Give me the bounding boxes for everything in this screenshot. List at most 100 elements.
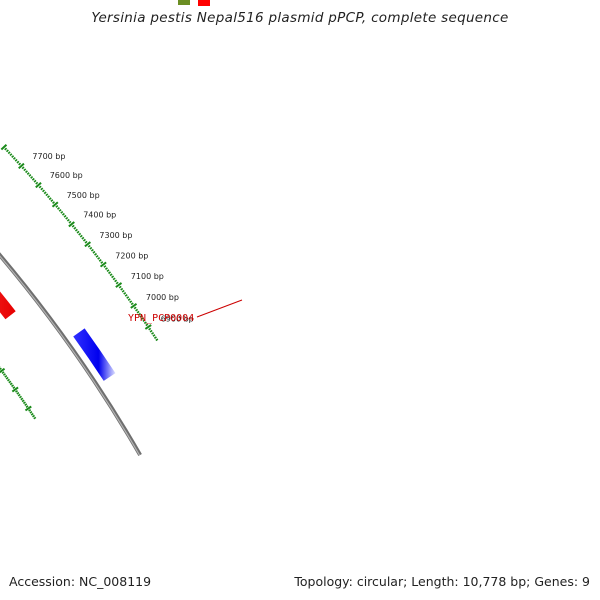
minor-tick: [98, 259, 102, 262]
tick-label: 7700 bp: [32, 152, 65, 161]
minor-tick: [155, 338, 159, 342]
inner-minor-tick: [24, 403, 28, 407]
inner-minor-tick: [4, 374, 8, 378]
minor-tick: [143, 321, 147, 325]
major-tick: [144, 324, 152, 330]
minor-tick: [79, 234, 83, 238]
major-tick: [18, 162, 25, 170]
minor-tick: [38, 185, 42, 189]
minor-tick: [55, 205, 59, 208]
inner-minor-tick: [25, 405, 29, 408]
minor-tick: [57, 207, 60, 210]
minor-tick: [14, 158, 18, 162]
major-tick: [51, 201, 59, 208]
minor-tick: [81, 236, 85, 240]
inner-minor-tick: [33, 416, 37, 420]
major-tick: [0, 144, 8, 151]
inner-minor-tick: [17, 393, 21, 397]
minor-tick: [120, 287, 124, 291]
tick-label: 7400 bp: [83, 211, 116, 220]
minor-tick: [68, 220, 72, 224]
minor-tick: [26, 172, 30, 175]
minor-tick: [100, 261, 104, 264]
minor-tick: [103, 265, 107, 268]
tick-label: 7000 bp: [146, 293, 179, 302]
tick-label: 7200 bp: [115, 251, 148, 260]
inner-minor-tick: [30, 412, 34, 416]
inner-minor-tick: [7, 378, 10, 382]
minor-tick: [28, 174, 32, 177]
minor-tick: [82, 238, 86, 242]
minor-tick: [33, 179, 37, 183]
minor-tick: [50, 199, 54, 203]
inner-major-tick: [0, 367, 6, 374]
minor-tick: [31, 177, 35, 181]
minor-tick: [112, 277, 116, 281]
minor-tick: [152, 334, 156, 337]
minor-tick: [127, 298, 131, 301]
minor-tick: [71, 224, 75, 228]
minor-tick: [73, 226, 77, 230]
minor-tick: [58, 208, 62, 212]
tick-label: 7100 bp: [131, 272, 164, 281]
gene-arrow-ypn-pcp0004: [0, 291, 16, 320]
inner-major-tick: [11, 386, 19, 393]
minor-tick: [145, 323, 149, 327]
major-tick: [68, 221, 75, 228]
minor-tick: [138, 312, 142, 316]
major-tick: [84, 241, 92, 248]
minor-tick: [139, 315, 143, 318]
minor-tick: [45, 193, 49, 197]
minor-tick: [65, 216, 69, 220]
minor-tick: [97, 256, 101, 260]
gene-label-ypn-pcp0004: YPN_PCP0004: [128, 313, 194, 324]
minor-tick: [148, 327, 152, 331]
minor-tick: [94, 252, 98, 256]
gene-label-leader: [196, 299, 243, 318]
inner-minor-tick: [1, 371, 5, 375]
minor-tick: [76, 230, 80, 234]
minor-tick: [135, 308, 139, 312]
minor-tick: [84, 240, 88, 244]
tick-label: 7300 bp: [99, 231, 132, 240]
minor-tick: [35, 181, 39, 185]
minor-tick: [30, 175, 34, 179]
minor-tick: [126, 296, 130, 299]
minor-tick: [111, 275, 115, 279]
tick-label: 7500 bp: [67, 191, 100, 200]
inner-minor-tick: [22, 401, 26, 405]
minor-tick: [16, 160, 20, 164]
minor-tick: [149, 329, 153, 333]
inner-minor-tick: [28, 409, 32, 412]
inner-minor-tick: [16, 391, 20, 395]
minor-tick: [118, 285, 122, 289]
minor-tick: [52, 201, 55, 204]
minor-tick: [74, 228, 78, 232]
minor-tick: [90, 248, 94, 252]
minor-tick: [47, 195, 50, 199]
minor-tick: [151, 331, 155, 335]
gene-arrow-top-forward: [198, 0, 210, 6]
major-tick: [99, 261, 107, 268]
backbone-circle: [0, 252, 142, 457]
minor-tick: [104, 267, 108, 270]
inner-minor-tick: [15, 390, 19, 393]
minor-tick: [40, 187, 44, 191]
minor-tick: [87, 244, 91, 248]
inner-minor-tick: [20, 397, 24, 401]
inner-minor-tick: [19, 395, 22, 399]
minor-tick: [92, 250, 96, 254]
minor-tick: [78, 232, 82, 236]
minor-tick: [7, 151, 11, 155]
minor-tick: [121, 289, 125, 293]
minor-tick: [43, 191, 47, 195]
minor-tick: [18, 162, 22, 166]
tick-label: 7600 bp: [50, 171, 83, 180]
minor-tick: [89, 246, 93, 250]
minor-tick: [5, 149, 9, 153]
minor-tick: [109, 273, 113, 277]
minor-tick: [140, 317, 144, 320]
major-tick: [115, 282, 123, 288]
inner-minor-tick: [32, 414, 35, 418]
